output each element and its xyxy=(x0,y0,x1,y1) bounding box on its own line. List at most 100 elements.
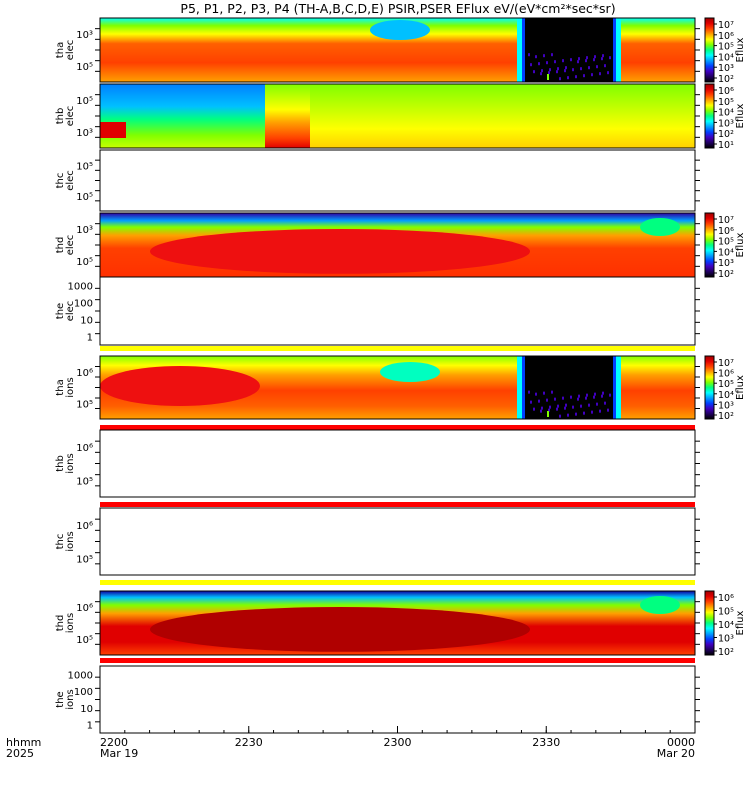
x-row-label-hhmm: hhmm xyxy=(6,736,41,749)
colorbar-tick-label: 10⁷ xyxy=(718,20,734,31)
y-tick-label: 10⁶ xyxy=(76,603,93,614)
colorbar-tick-label: 10⁵ xyxy=(718,97,734,108)
colorbar-tick-label: 10⁶ xyxy=(718,226,734,237)
colorbar-tick-label: 10⁴ xyxy=(718,247,734,258)
panel-the_ions: 1000 100 10 1 the ions xyxy=(55,665,700,734)
x-tick-label: 0000 xyxy=(667,736,695,749)
y-tick-label: 1000 xyxy=(68,282,93,293)
y-axis-label: the xyxy=(55,691,66,707)
colorbar-tick-label: 10⁵ xyxy=(718,607,734,618)
x-tick-label: 2330 xyxy=(532,736,560,749)
x-tick-label: 2230 xyxy=(235,736,263,749)
y-tick-label: 10⁵ xyxy=(76,399,93,410)
colorbar-tick-label: 10⁴ xyxy=(718,52,734,63)
colorbar-tick-label: 10² xyxy=(718,74,734,85)
panel-the_elec: 1000 100 10 1 the elec xyxy=(55,276,700,346)
y-tick-label: 100 xyxy=(74,687,93,698)
colorbar-label: Eflux xyxy=(735,375,746,400)
colorbar-tick-label: 10² xyxy=(718,269,734,280)
y-tick-label: 10⁵ xyxy=(76,96,93,107)
colorbar-tick-label: 10⁶ xyxy=(718,593,734,604)
y-axis-label: elec xyxy=(65,301,76,322)
y-tick-label: 10⁶ xyxy=(76,521,93,532)
spectrogram-tha_elec xyxy=(100,18,695,82)
y-axis-label: thd xyxy=(55,237,66,254)
colorbar-scale xyxy=(704,590,715,656)
colorbar-tick-label: 10⁶ xyxy=(718,369,734,380)
y-tick-label: 10⁵ xyxy=(76,257,93,268)
panel-frame xyxy=(99,149,696,212)
colorbar-tick-label: 10² xyxy=(718,647,734,658)
mode-strip xyxy=(100,502,695,507)
y-axis-label: elec xyxy=(65,106,76,127)
colorbar-tick-label: 10⁴ xyxy=(718,108,734,119)
y-axis-label: ions xyxy=(65,453,76,473)
colorbar-tick-label: 10⁵ xyxy=(718,237,734,248)
y-tick-label: 10⁶ xyxy=(76,443,93,454)
colorbar-tick-label: 10¹ xyxy=(718,140,734,151)
y-tick-label: 10⁵ xyxy=(76,62,93,73)
colorbar-label: Eflux xyxy=(735,37,746,62)
mode-strip xyxy=(100,658,695,663)
colorbar-label: Eflux xyxy=(735,232,746,257)
y-axis-label: thc xyxy=(55,173,66,189)
x-tick-label: 2200 xyxy=(100,736,128,749)
spectrogram-thb_elec xyxy=(100,84,695,148)
colorbar-tick-label: 10⁵ xyxy=(718,42,734,53)
colorbar-scale xyxy=(704,83,715,149)
colorbar-tick-label: 10⁷ xyxy=(718,215,734,226)
y-axis-label: elec xyxy=(65,235,76,256)
y-axis-label: thc xyxy=(55,534,66,550)
panel-thc_ions: 10⁶ 10⁵ thc ions xyxy=(55,507,700,576)
colorbar-tick-label: 10⁶ xyxy=(718,86,734,97)
panel-frame xyxy=(99,276,696,346)
panel-thd_ions: 10⁶ 10⁵ thd ions xyxy=(55,590,700,656)
y-tick-label: 10⁵ xyxy=(76,635,93,646)
y-axis-label: thb xyxy=(55,108,66,125)
x-date-label: Mar 20 xyxy=(657,747,695,760)
colorbar-scale xyxy=(704,212,715,278)
mode-strip xyxy=(100,346,695,351)
colorbar-tick-label: 10³ xyxy=(718,634,734,645)
panel-tha_elec: 10³ 10⁵ tha elec xyxy=(55,17,700,83)
colorbar-thd_ions: 10⁶ 10⁵ 10⁴ 10³ 10² Eflux xyxy=(704,590,746,658)
colorbar-tick-label: 10⁷ xyxy=(718,358,734,369)
spectrogram-tha_ions xyxy=(100,356,695,419)
colorbar-label: Eflux xyxy=(735,103,746,128)
y-axis-label: elec xyxy=(65,40,76,61)
y-axis-label: ions xyxy=(65,613,76,633)
panel-frame xyxy=(99,429,696,498)
chart-title: P5, P1, P2, P3, P4 (TH-A,B,C,D,E) PSIR,P… xyxy=(180,1,615,16)
spectrogram-thd_elec xyxy=(100,213,695,277)
panel-tha_ions: 10⁶ 10⁵ tha ions xyxy=(55,355,700,420)
y-tick-label: 1 xyxy=(87,721,93,732)
y-axis-label: thd xyxy=(55,615,66,632)
y-tick-label: 10⁶ xyxy=(76,368,93,379)
colorbar-tick-label: 10³ xyxy=(718,258,734,269)
colorbar-tick-label: 10³ xyxy=(718,118,734,129)
mode-strip xyxy=(100,580,695,585)
panel-frame xyxy=(99,665,696,734)
y-tick-label: 10³ xyxy=(76,225,93,236)
colorbar-tick-label: 10³ xyxy=(718,63,734,74)
colorbar-tick-label: 10⁴ xyxy=(718,390,734,401)
colorbar-tick-label: 10⁵ xyxy=(718,379,734,390)
x-row-label-year: 2025 xyxy=(6,747,34,760)
colorbar-scale xyxy=(704,355,715,420)
colorbar-tick-label: 10⁴ xyxy=(718,620,734,631)
y-tick-label: 10⁵ xyxy=(76,476,93,487)
y-axis-label: ions xyxy=(65,377,76,397)
y-tick-label: 10⁵ xyxy=(76,192,93,203)
y-tick-label: 10 xyxy=(80,316,93,327)
mode-strip xyxy=(100,425,695,430)
y-axis-label: tha xyxy=(55,42,66,58)
colorbar-tick-label: 10² xyxy=(718,129,734,140)
x-date-label: Mar 19 xyxy=(100,747,138,760)
panel-frame xyxy=(99,507,696,576)
y-tick-label: 100 xyxy=(74,299,93,310)
